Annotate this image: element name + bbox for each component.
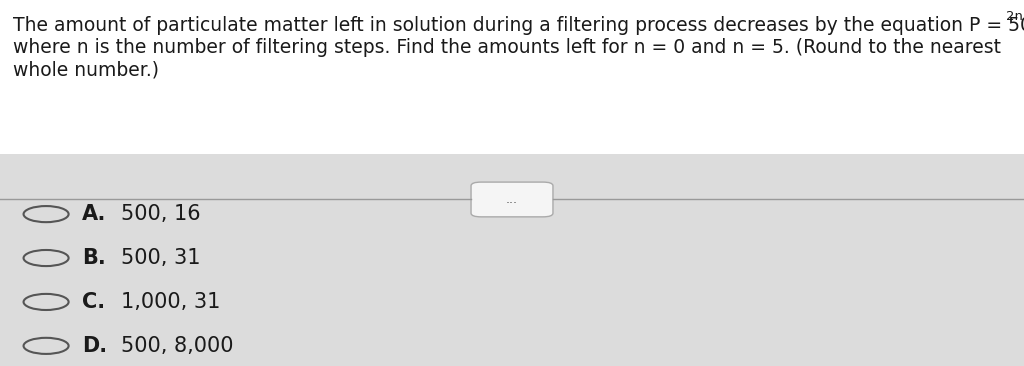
Text: B.: B. [82, 248, 105, 268]
FancyBboxPatch shape [471, 182, 553, 217]
Text: 500, 8,000: 500, 8,000 [121, 336, 233, 356]
Text: C.: C. [82, 292, 105, 312]
Text: 500, 16: 500, 16 [121, 204, 201, 224]
Text: 1,000, 31: 1,000, 31 [121, 292, 220, 312]
Text: whole number.): whole number.) [13, 60, 160, 79]
Text: D.: D. [82, 336, 108, 356]
Text: ...: ... [506, 193, 518, 206]
Text: 500, 31: 500, 31 [121, 248, 201, 268]
Text: where n is the number of filtering steps. Find the amounts left for n = 0 and n : where n is the number of filtering steps… [13, 38, 1001, 57]
Text: A.: A. [82, 204, 106, 224]
FancyBboxPatch shape [0, 0, 1024, 154]
Text: 2n: 2n [1006, 10, 1022, 23]
FancyBboxPatch shape [0, 154, 1024, 366]
Text: The amount of particulate matter left in solution during a filtering process dec: The amount of particulate matter left in… [13, 16, 1024, 36]
